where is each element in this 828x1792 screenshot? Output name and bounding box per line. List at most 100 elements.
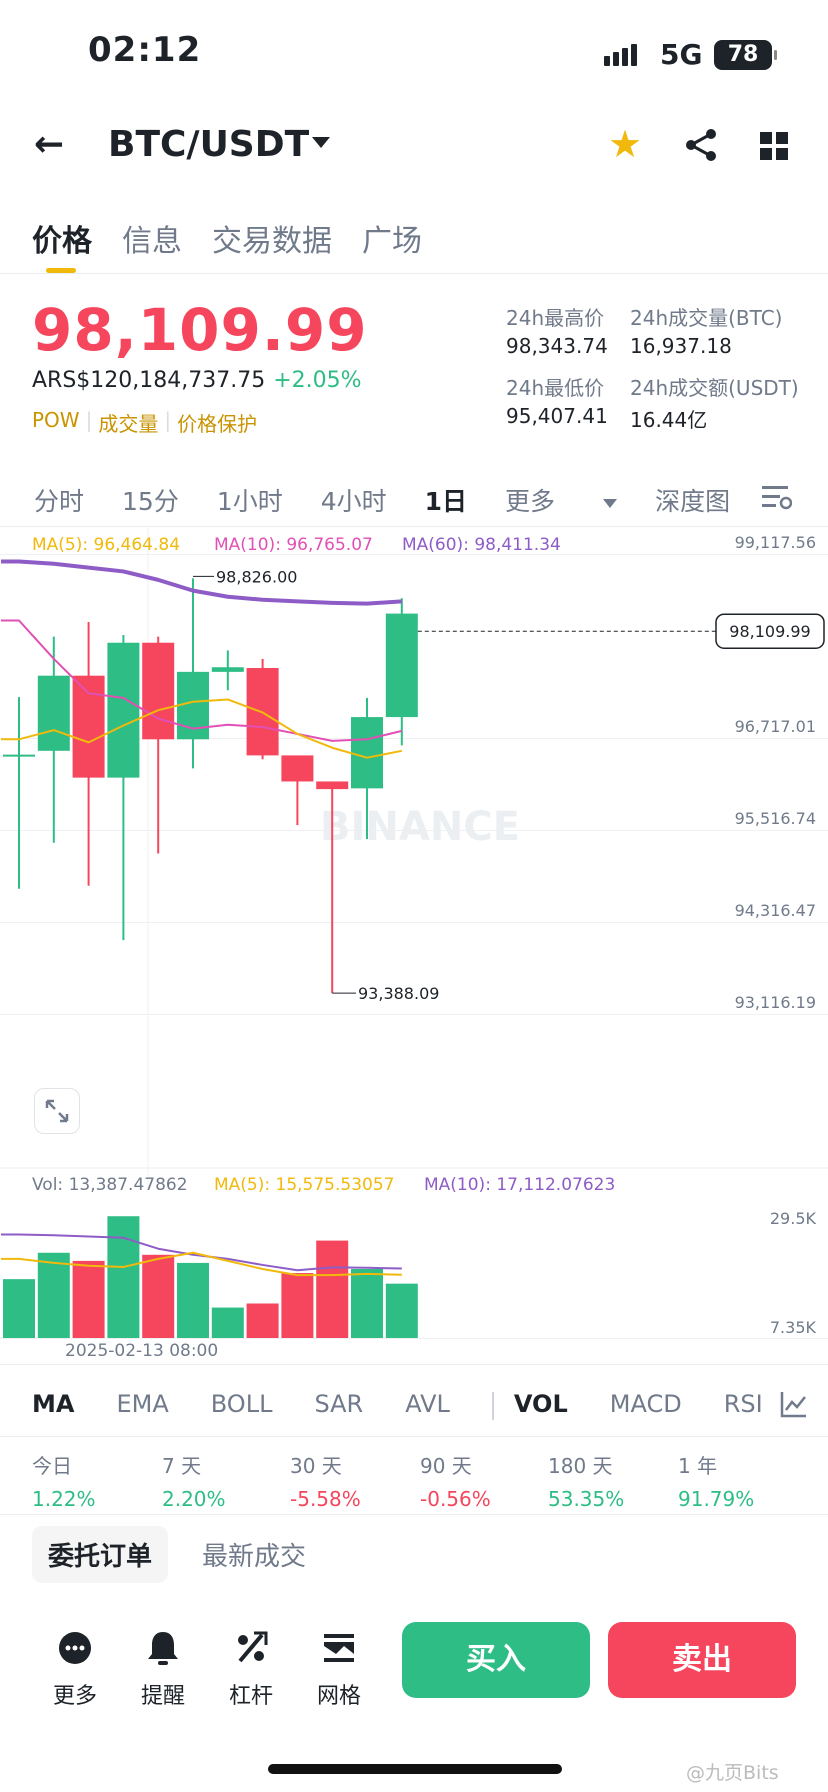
x-date-label: 2025-02-13 08:00 bbox=[65, 1341, 218, 1360]
grid-trading-button[interactable]: 网格 bbox=[304, 1626, 374, 1710]
price-change: +2.05% bbox=[273, 368, 362, 393]
home-indicator[interactable] bbox=[268, 1764, 562, 1774]
y-tick-label: 93,116.19 bbox=[735, 993, 816, 1012]
pair-title[interactable]: BTC/USDT bbox=[108, 124, 310, 165]
perf-value: -5.58% bbox=[290, 1487, 361, 1511]
tag-list: POW | 成交量 | 价格保护 bbox=[32, 408, 258, 436]
ma60-label: MA(60): 98,411.34 bbox=[402, 535, 561, 555]
tab-info[interactable]: 信息 bbox=[122, 224, 182, 259]
tab-price[interactable]: 价格 bbox=[32, 224, 92, 259]
volume-label: Vol: 13,387.47862 bbox=[32, 1175, 188, 1195]
more-button[interactable]: 更多 bbox=[40, 1626, 110, 1710]
candle-body bbox=[351, 717, 383, 789]
volume-bar bbox=[246, 1303, 279, 1338]
grid-trading-label: 网格 bbox=[316, 1684, 361, 1709]
indicator-sar[interactable]: SAR bbox=[314, 1390, 364, 1418]
chevron-down-icon bbox=[603, 498, 618, 508]
ma-legend: MA(5): 96,464.84 MA(10): 96,765.07 MA(60):… bbox=[32, 535, 561, 555]
expand-icon[interactable] bbox=[34, 1088, 80, 1134]
perf-today: 今日 1.22% bbox=[32, 1450, 96, 1511]
battery-icon: 78 bbox=[714, 40, 777, 70]
chart-settings-icon[interactable] bbox=[762, 484, 793, 514]
ma10-line bbox=[1, 619, 403, 742]
footer-watermark: @九页Bits bbox=[686, 1762, 779, 1784]
vol-ma5-label: MA(5): 15,575.53057 bbox=[214, 1175, 394, 1195]
margin-button[interactable]: 杠杆 bbox=[216, 1626, 286, 1710]
perf-value: -0.56% bbox=[420, 1487, 491, 1511]
tag-volume[interactable]: 成交量 bbox=[98, 412, 159, 436]
y-tick-label: 95,516.74 bbox=[735, 809, 816, 828]
period-15m[interactable]: 15分 bbox=[122, 487, 179, 516]
period-4h[interactable]: 4小时 bbox=[320, 487, 387, 516]
ma-lines bbox=[1, 559, 403, 759]
volume-bar bbox=[107, 1216, 140, 1338]
stat-label: 24h成交额(USDT) bbox=[630, 376, 799, 400]
candle-body bbox=[385, 613, 418, 718]
chevron-down-icon[interactable] bbox=[312, 137, 330, 148]
tag-pow[interactable]: POW bbox=[32, 408, 80, 432]
volume-bar bbox=[72, 1260, 105, 1338]
period-depth[interactable]: 深度图 bbox=[655, 487, 731, 516]
candle-body bbox=[211, 667, 244, 672]
more-icon bbox=[59, 1632, 91, 1664]
perf-label: 7 天 bbox=[162, 1454, 202, 1478]
tab-trading-data[interactable]: 交易数据 bbox=[212, 224, 332, 259]
tab-open-orders[interactable]: 委托订单 bbox=[32, 1526, 169, 1583]
perf-7d: 7 天 2.20% bbox=[162, 1450, 226, 1511]
signal-icon bbox=[604, 44, 637, 66]
star-icon[interactable]: ★ bbox=[608, 122, 643, 166]
period-1d[interactable]: 1日 bbox=[424, 487, 468, 516]
period-1h[interactable]: 1小时 bbox=[216, 487, 283, 516]
indicator-ema[interactable]: EMA bbox=[116, 1390, 169, 1418]
vol-ma10-line bbox=[1, 1233, 402, 1272]
candle-body bbox=[142, 642, 175, 740]
perf-30d: 30 天 -5.58% bbox=[290, 1450, 361, 1511]
buy-button[interactable]: 买入 bbox=[402, 1622, 590, 1698]
perf-label: 180 天 bbox=[548, 1454, 613, 1478]
ma5-label: MA(5): 96,464.84 bbox=[32, 535, 180, 555]
perf-label: 今日 bbox=[32, 1454, 72, 1478]
chart-type-icon[interactable] bbox=[780, 1390, 808, 1422]
bell-icon bbox=[148, 1632, 178, 1665]
indicator-rsi[interactable]: RSI bbox=[723, 1390, 763, 1418]
candlestick-chart[interactable]: BINANCE MA(5): 96,464.84 MA(10): 96,765.0… bbox=[0, 528, 828, 1360]
stat-label: 24h最高价 bbox=[506, 306, 605, 330]
active-tab-indicator bbox=[46, 268, 76, 273]
low-marker-label: 93,388.09 bbox=[358, 984, 439, 1003]
period-bar: 分时 15分 1小时 4小时 1日 更多 深度图 bbox=[34, 482, 768, 518]
last-price: 98,109.99 bbox=[32, 296, 368, 364]
tab-latest-trades[interactable]: 最新成交 bbox=[202, 1542, 307, 1572]
vol-ma5-line bbox=[1, 1251, 402, 1277]
vol-ma10-label: MA(10): 17,112.07623 bbox=[424, 1175, 615, 1195]
indicator-vol[interactable]: VOL bbox=[513, 1390, 568, 1418]
volume-bar bbox=[142, 1254, 175, 1338]
volume-bar bbox=[281, 1273, 314, 1338]
perf-label: 90 天 bbox=[420, 1454, 472, 1478]
vol-y-tick: 7.35K bbox=[770, 1318, 817, 1337]
indicator-avl[interactable]: AVL bbox=[405, 1390, 450, 1418]
tab-square[interactable]: 广场 bbox=[362, 224, 422, 259]
perf-value: 91.79% bbox=[678, 1487, 755, 1511]
ma5-line bbox=[1, 698, 402, 759]
arrow-left-icon[interactable]: ← bbox=[34, 124, 65, 165]
grid-icon[interactable] bbox=[760, 132, 788, 160]
alert-button[interactable]: 提醒 bbox=[128, 1626, 198, 1710]
stat-value: 16,937.18 bbox=[630, 334, 732, 358]
period-more[interactable]: 更多 bbox=[505, 482, 618, 518]
period-timeline[interactable]: 分时 bbox=[34, 487, 85, 516]
candle-body bbox=[316, 781, 349, 790]
candle-body bbox=[3, 754, 35, 757]
perf-value: 2.20% bbox=[162, 1487, 226, 1511]
fiat-price: ARS$120,184,737.75 +2.05% bbox=[32, 368, 362, 393]
share-icon[interactable] bbox=[684, 128, 718, 166]
sell-button[interactable]: 卖出 bbox=[608, 1622, 796, 1698]
indicator-ma[interactable]: MA bbox=[32, 1390, 75, 1418]
perf-value: 1.22% bbox=[32, 1487, 96, 1511]
perf-90d: 90 天 -0.56% bbox=[420, 1450, 491, 1511]
tag-price-protect[interactable]: 价格保护 bbox=[177, 412, 258, 436]
perf-180d: 180 天 53.35% bbox=[548, 1450, 624, 1511]
chart-annotations: 98,826.00 93,388.09 98,109.99 bbox=[193, 567, 825, 1003]
candle-body bbox=[107, 642, 140, 778]
indicator-macd[interactable]: MACD bbox=[609, 1390, 682, 1418]
indicator-boll[interactable]: BOLL bbox=[210, 1390, 273, 1418]
